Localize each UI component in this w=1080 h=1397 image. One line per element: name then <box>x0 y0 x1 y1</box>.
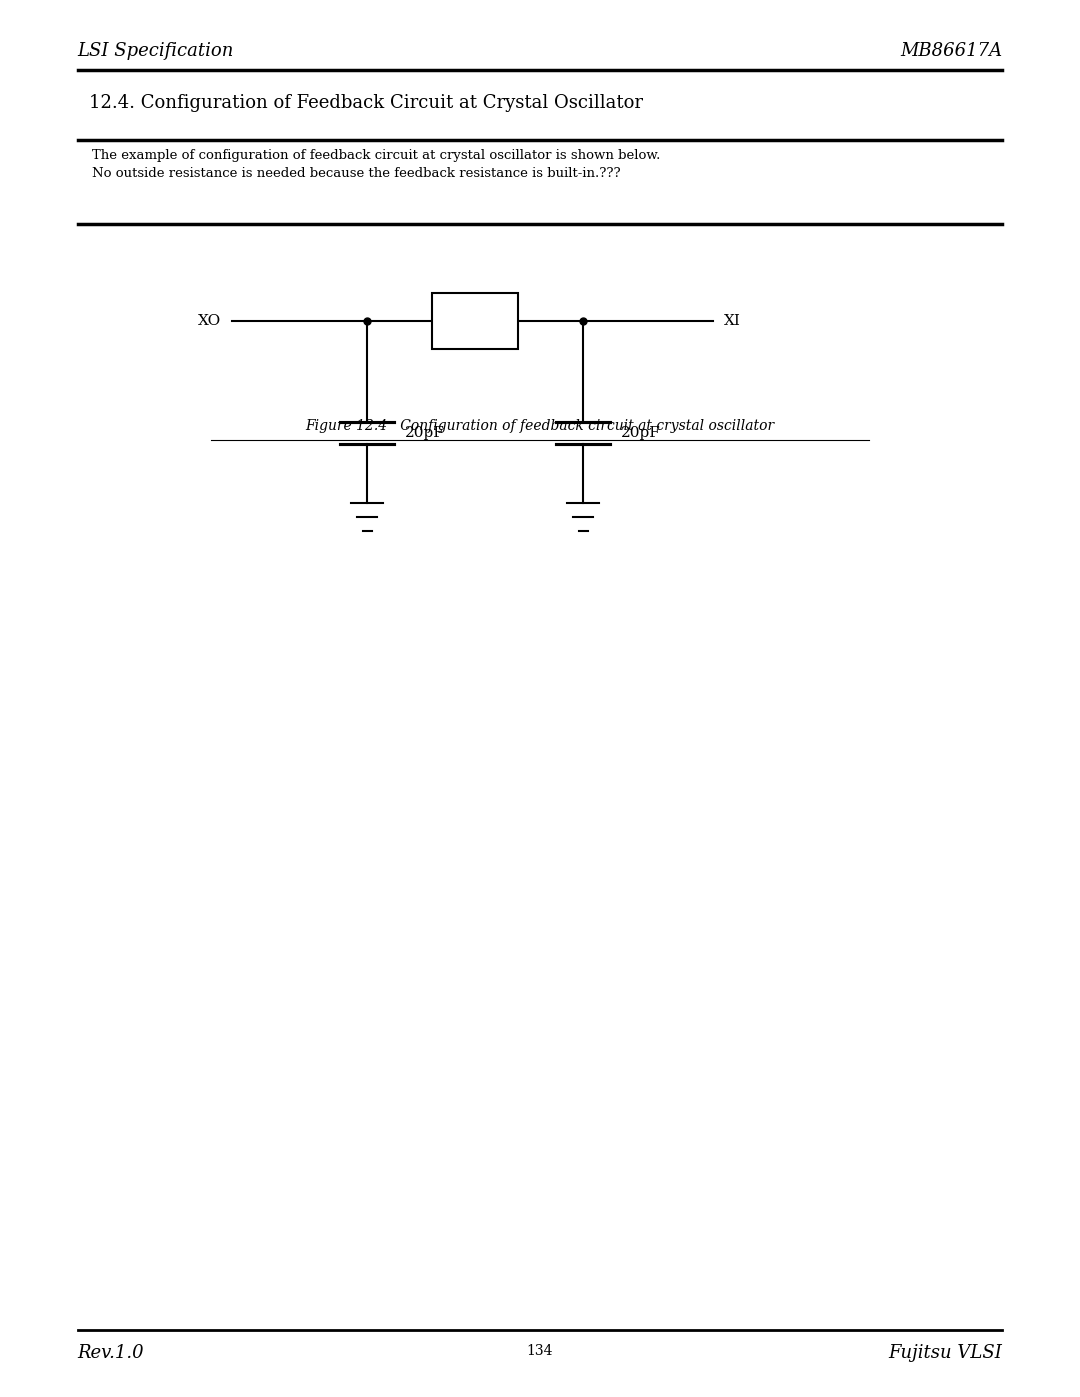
Text: Fujitsu VLSI: Fujitsu VLSI <box>889 1344 1002 1362</box>
Text: 134: 134 <box>527 1344 553 1358</box>
Text: MB86617A: MB86617A <box>900 42 1002 60</box>
Text: LSI Specification: LSI Specification <box>78 42 234 60</box>
Text: XI: XI <box>724 314 741 328</box>
Text: XO: XO <box>198 314 221 328</box>
Bar <box>432 293 518 349</box>
Text: 12.4. Configuration of Feedback Circuit at Crystal Oscillator: 12.4. Configuration of Feedback Circuit … <box>89 94 643 112</box>
Text: No outside resistance is needed because the feedback resistance is built-in.???: No outside resistance is needed because … <box>92 168 620 180</box>
Text: Figure 12.4   Configuration of feedback circuit at crystal oscillator: Figure 12.4 Configuration of feedback ci… <box>306 419 774 433</box>
Text: The example of configuration of feedback circuit at crystal oscillator is shown : The example of configuration of feedback… <box>92 149 660 162</box>
Text: Rev.1.0: Rev.1.0 <box>78 1344 145 1362</box>
Text: 20pF: 20pF <box>405 426 445 440</box>
Text: 20pF: 20pF <box>621 426 661 440</box>
